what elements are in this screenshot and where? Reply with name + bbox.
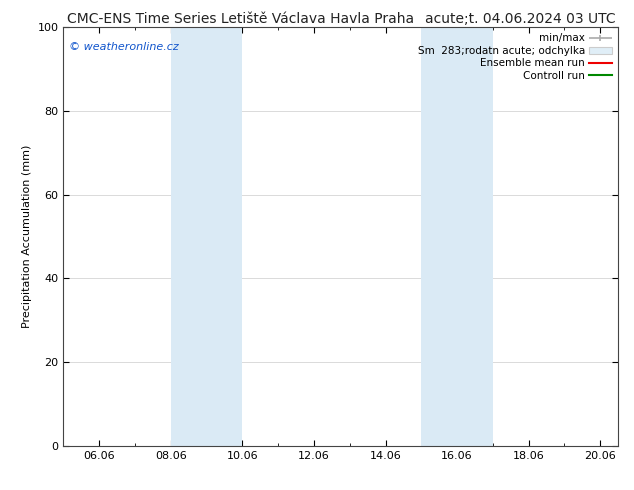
Legend: min/max, Sm  283;rodatn acute; odchylka, Ensemble mean run, Controll run: min/max, Sm 283;rodatn acute; odchylka, …	[413, 29, 616, 85]
Bar	[171, 27, 242, 446]
Bar	[422, 27, 493, 446]
Text: CMC-ENS Time Series Letiště Václava Havla Praha: CMC-ENS Time Series Letiště Václava Havl…	[67, 12, 415, 26]
Y-axis label: Precipitation Accumulation (mm): Precipitation Accumulation (mm)	[22, 145, 32, 328]
Text: © weatheronline.cz: © weatheronline.cz	[69, 42, 179, 51]
Text: acute;t. 04.06.2024 03 UTC: acute;t. 04.06.2024 03 UTC	[425, 12, 615, 26]
